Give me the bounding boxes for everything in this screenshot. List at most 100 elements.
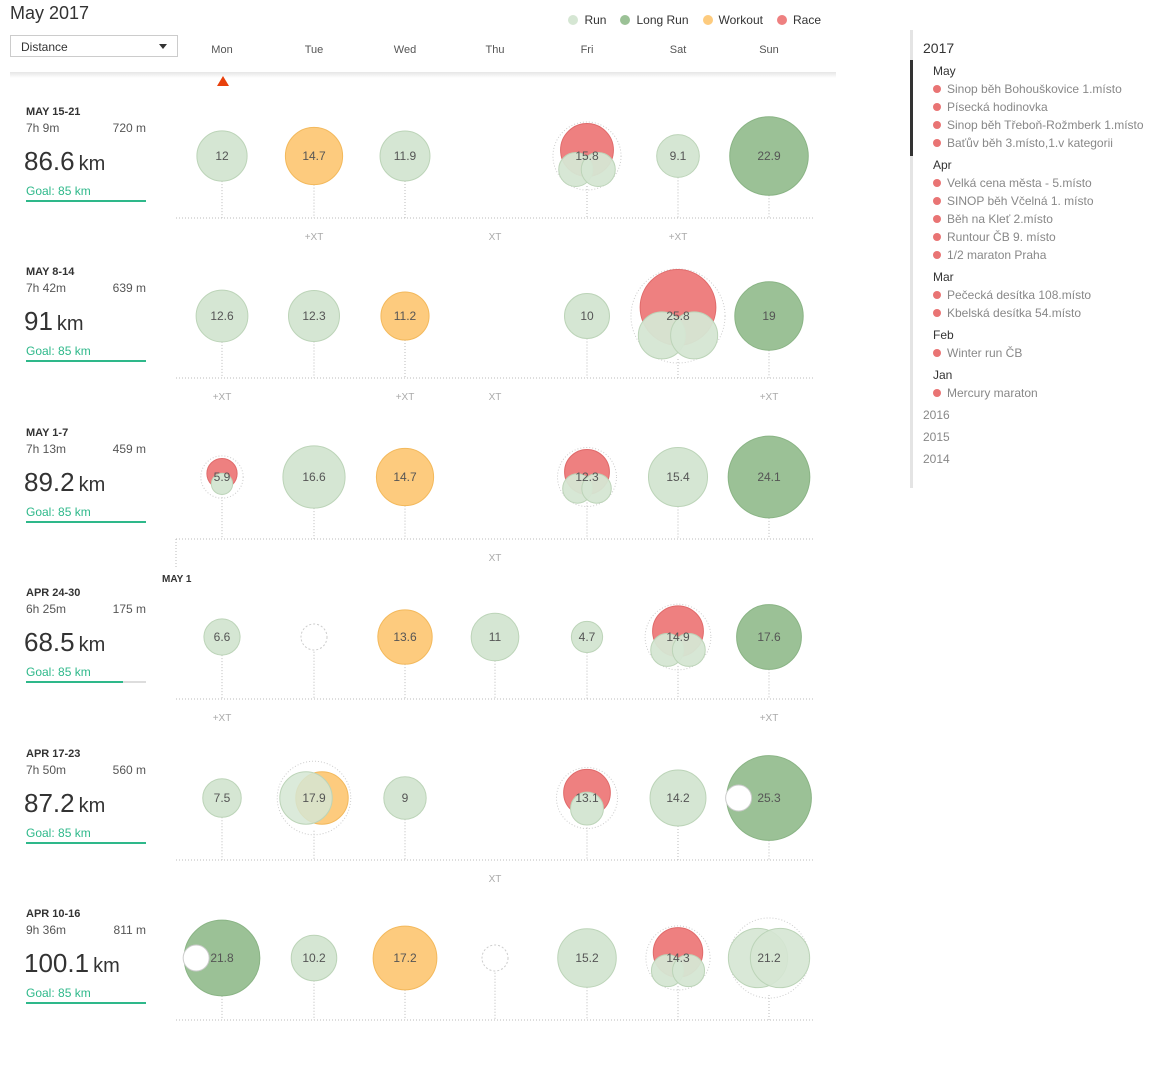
run-bubble[interactable]: 24.1 <box>727 435 811 539</box>
week-duration: 7h 50m <box>26 762 67 777</box>
week-distance: 68.5 km <box>24 627 105 658</box>
run-bubble[interactable]: 12.3 <box>557 446 617 539</box>
week-duration: 9h 36m <box>26 923 67 937</box>
sidebar-month-mar[interactable]: Mar <box>933 270 954 284</box>
sidebar-race-item[interactable]: Běh na Kleť 2.místo <box>933 212 1153 226</box>
week-label[interactable]: MAY 8-14 <box>26 266 75 279</box>
legend-label: Race <box>792 13 821 27</box>
week-label[interactable]: APR 10-16 <box>26 908 81 920</box>
run-bubble[interactable]: 15.2 <box>557 928 617 1020</box>
sidebar-race-item[interactable]: 1/2 maraton Praha <box>933 248 1153 262</box>
week-elevation: 459 m <box>112 441 146 456</box>
run-bubble[interactable]: 14.2 <box>649 769 707 860</box>
sidebar-race-item[interactable]: Písecká hodinovka <box>933 100 1153 114</box>
sidebar-year-2015[interactable]: 2015 <box>923 430 950 444</box>
run-value: 12.6 <box>210 309 234 323</box>
metric-select-value: Distance <box>21 40 68 54</box>
run-bubble[interactable]: 6.6 <box>203 618 241 700</box>
sidebar-race-label: Pečecká desítka 108.místo <box>947 288 1092 302</box>
goal-progress-fill <box>26 360 146 363</box>
legend-item: Run <box>568 13 606 27</box>
run-bubble[interactable]: 11 <box>470 612 520 700</box>
run-bubble[interactable]: 14.7 <box>284 126 344 218</box>
run-bubble[interactable]: 16.6 <box>282 445 346 539</box>
week-label[interactable]: MAY 15-21 <box>26 106 81 118</box>
legend: Run Long Run Workout Race <box>568 13 821 27</box>
run-bubble[interactable]: 13.1 <box>555 766 619 860</box>
run-bubble[interactable]: 11.2 <box>380 291 430 379</box>
run-bubble[interactable]: 9.1 <box>656 134 700 218</box>
week-elevation: 811 m <box>113 923 146 937</box>
run-value: 15.8 <box>575 149 599 163</box>
run-bubble[interactable]: 17.6 <box>736 604 802 700</box>
sidebar-year-2016[interactable]: 2016 <box>923 408 950 422</box>
sidebar-race-item[interactable]: SINOP běh Včelná 1. místo <box>933 194 1153 208</box>
run-bubble[interactable]: 5.9 <box>200 455 244 539</box>
run-bubble[interactable]: 13.6 <box>377 609 433 700</box>
metric-select[interactable]: Distance <box>10 35 178 57</box>
run-bubble[interactable]: 21.8 <box>182 919 261 1020</box>
sidebar-race-label: SINOP běh Včelná 1. místo <box>947 194 1094 208</box>
run-value: 14.2 <box>666 791 690 805</box>
run-bubble[interactable]: 10.2 <box>290 934 338 1020</box>
sidebar-race-item[interactable]: Pečecká desítka 108.místo <box>933 288 1153 302</box>
sidebar-month-may[interactable]: May <box>933 64 956 78</box>
run-bubble[interactable]: 12.3 <box>288 290 340 379</box>
page-title: May 2017 <box>10 3 90 23</box>
run-bubble[interactable]: 25.3 <box>725 754 812 860</box>
goal-progress-bar <box>26 520 146 523</box>
run-bubble[interactable]: 17.2 <box>372 925 438 1020</box>
sidebar-race-item[interactable]: Sinop běh Třeboň-Rožmberk 1.místo <box>933 118 1153 132</box>
sidebar-month-jan[interactable]: Jan <box>933 368 953 382</box>
sidebar-race-item[interactable]: Sinop běh Bohouškovice 1.místo <box>933 82 1153 96</box>
run-bubble[interactable]: 21.2 <box>727 917 811 1020</box>
run-bubble[interactable]: 19 <box>734 281 804 379</box>
run-bubble[interactable] <box>300 623 328 700</box>
sidebar-year-current[interactable]: 2017 <box>923 40 955 56</box>
run-circle <box>210 472 234 495</box>
run-bubble[interactable]: 11.9 <box>379 130 431 218</box>
run-bubble[interactable]: 15.4 <box>647 446 709 539</box>
sidebar-race-label: Winter run ČB <box>947 346 1023 360</box>
sidebar-race-item[interactable]: Winter run ČB <box>933 346 1153 360</box>
run-bubble[interactable]: 12.6 <box>195 290 249 379</box>
legend-item: Workout <box>702 13 763 27</box>
cross-training-label: XT <box>489 392 502 403</box>
week-distance-value: 86.6 <box>24 146 75 176</box>
run-circle <box>581 473 612 504</box>
run-circle <box>570 621 604 654</box>
run-bubble[interactable]: 9 <box>383 775 427 860</box>
run-bubble[interactable]: 14.3 <box>645 925 711 1020</box>
week-goal: Goal: 85 km <box>26 825 91 840</box>
sidebar-race-item[interactable]: Baťův běh 3.místo,1.v kategorii <box>933 136 1153 150</box>
sidebar-month-feb[interactable]: Feb <box>933 328 954 342</box>
run-bubble[interactable] <box>481 944 509 1020</box>
week-label[interactable]: MAY 1-7 <box>26 426 69 439</box>
sidebar-race-item[interactable]: Kbelská desítka 54.místo <box>933 306 1153 320</box>
run-bubble[interactable]: 15.8 <box>552 121 622 218</box>
week-distance-unit: km <box>78 153 106 175</box>
run-circle <box>195 290 249 343</box>
race-dot-icon <box>933 215 941 223</box>
run-bubble[interactable]: 17.9 <box>276 760 352 860</box>
race-dot-icon <box>933 233 941 241</box>
goal-progress-fill <box>26 681 124 684</box>
run-bubble[interactable]: 14.7 <box>375 447 435 539</box>
sidebar-race-item[interactable]: Mercury maraton <box>933 386 1153 400</box>
week-label[interactable]: APR 24-30 <box>26 587 81 600</box>
run-bubble[interactable]: 4.7 <box>570 621 604 700</box>
run-bubble[interactable]: 10 <box>564 293 610 379</box>
sidebar-year-2014[interactable]: 2014 <box>923 452 950 466</box>
run-value: 14.7 <box>393 470 417 484</box>
run-bubble[interactable]: 12 <box>196 130 248 218</box>
sidebar-race-item[interactable]: Velká cena města - 5.místo <box>933 176 1153 190</box>
run-bubble[interactable]: 7.5 <box>202 777 242 860</box>
run-bubble[interactable]: 25.8 <box>630 268 726 379</box>
run-circle <box>647 446 709 507</box>
sidebar-month-apr[interactable]: Apr <box>933 158 952 172</box>
run-bubble[interactable]: 14.9 <box>644 603 712 700</box>
week-label[interactable]: APR 17-23 <box>26 747 81 760</box>
run-bubble[interactable]: 22.9 <box>729 116 809 218</box>
sidebar-race-item[interactable]: Runtour ČB 9. místo <box>933 230 1153 244</box>
run-value: 24.1 <box>757 470 781 484</box>
